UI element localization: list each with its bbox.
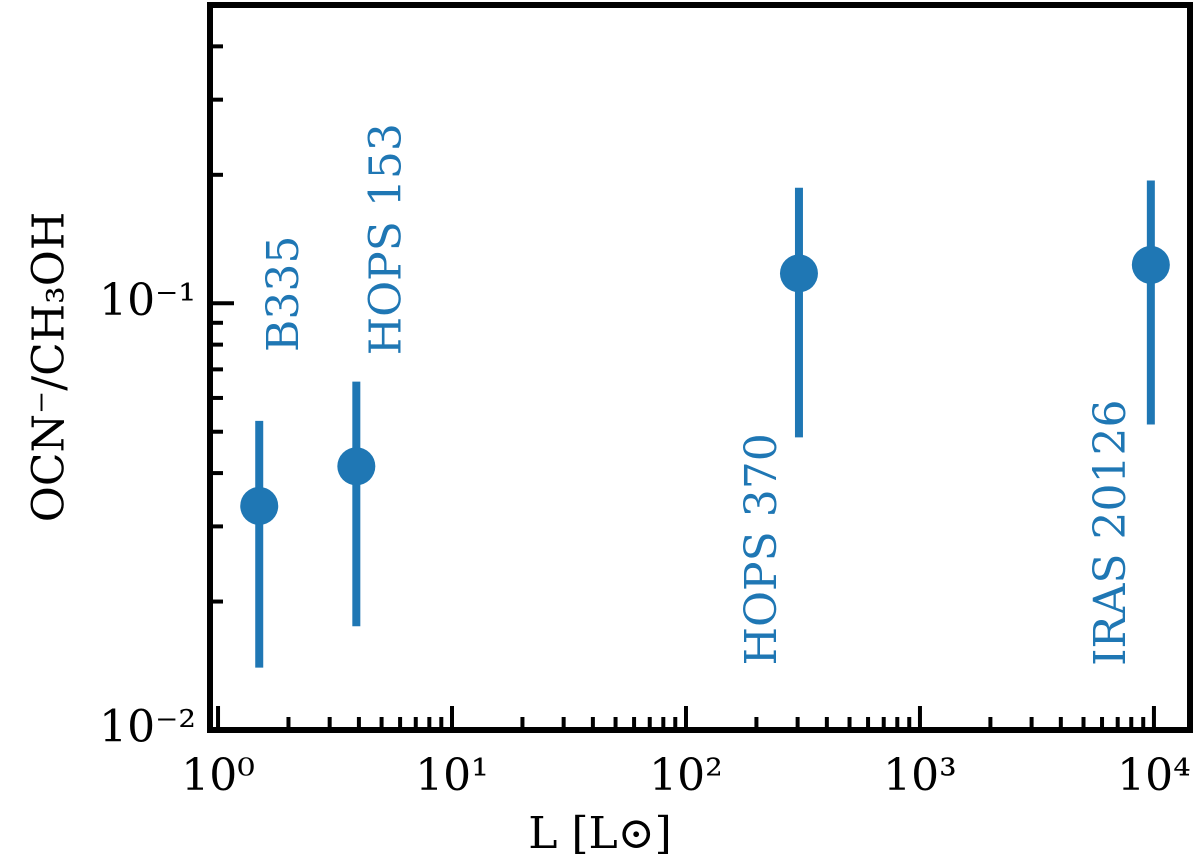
point — [337, 447, 376, 486]
point-label: HOPS 370 — [736, 433, 787, 665]
x-tick-label: 10² — [649, 750, 723, 801]
plot-frame — [207, 2, 1193, 733]
point-label: IRAS 20126 — [1085, 400, 1136, 666]
point-label: B335 — [258, 236, 309, 352]
x-axis-label: L [L⊙] — [528, 808, 672, 859]
x-tick-label: 10⁰ — [181, 750, 255, 801]
y-tick-label: 10⁻¹ — [99, 275, 196, 326]
point — [240, 486, 279, 525]
x-tick-label: 10³ — [883, 750, 957, 801]
x-tick-label: 10⁴ — [1117, 750, 1191, 801]
point — [1131, 245, 1170, 284]
x-tick-label: 10¹ — [415, 750, 489, 801]
y-tick-label: 10⁻² — [99, 702, 196, 753]
point-label: HOPS 153 — [360, 123, 411, 355]
point — [779, 254, 818, 293]
y-axis-label: OCN⁻/CH₃OH — [24, 212, 75, 522]
